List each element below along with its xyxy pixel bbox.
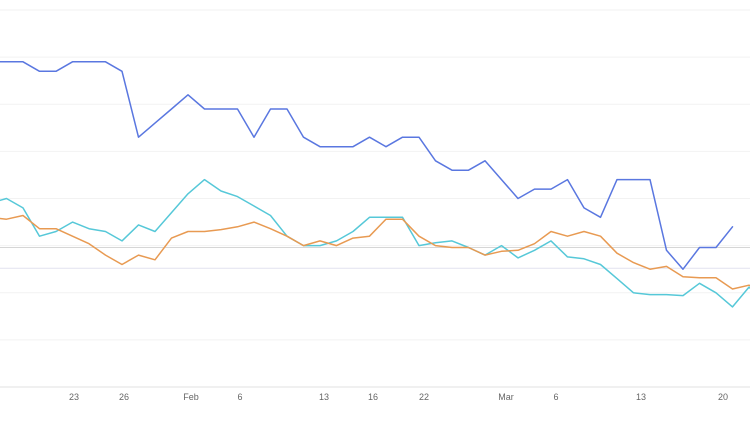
series-line-3 (0, 214, 750, 290)
x-tick-label: 23 (69, 392, 79, 402)
x-tick-label: 6 (237, 392, 242, 402)
x-tick-label: 13 (319, 392, 329, 402)
x-tick-label: 16 (368, 392, 378, 402)
x-tick-label: 26 (119, 392, 129, 402)
x-tick-label: 22 (419, 392, 429, 402)
x-tick-label: 13 (636, 392, 646, 402)
x-tick-label: 6 (553, 392, 558, 402)
x-axis-ticks: 23 26 Feb 6 13 16 22 Mar 6 13 20 (69, 392, 728, 402)
reference-lines (0, 247, 750, 269)
x-tick-label: 20 (718, 392, 728, 402)
x-tick-label: Feb (183, 392, 199, 402)
series-line-1 (0, 61, 734, 270)
gridlines (0, 9, 750, 341)
series-lines (0, 61, 750, 308)
series-line-2 (0, 178, 750, 308)
x-tick-label: Mar (498, 392, 514, 402)
